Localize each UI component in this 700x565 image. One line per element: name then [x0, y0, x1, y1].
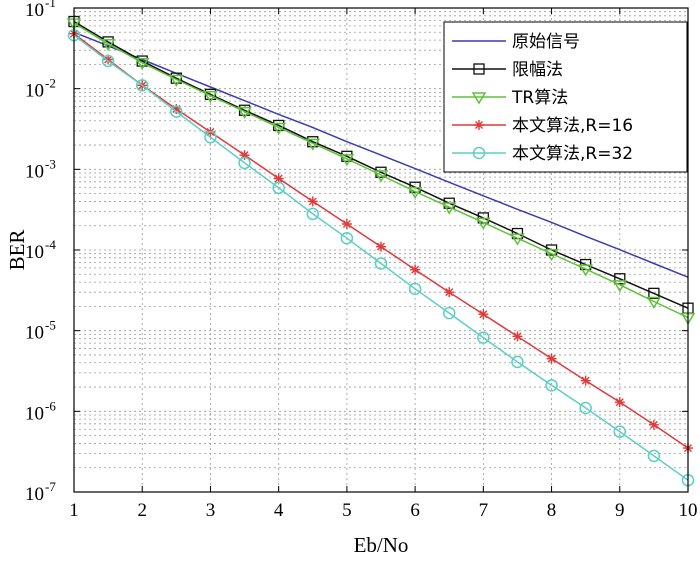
data-point	[512, 331, 523, 342]
y-tick-label: 10	[25, 242, 44, 263]
data-point	[477, 331, 490, 344]
data-point	[441, 202, 457, 215]
data-point	[579, 401, 592, 415]
x-tick-label: 1	[69, 500, 79, 521]
y-tick-label: 10	[25, 161, 44, 182]
data-point	[306, 207, 320, 221]
data-point	[170, 105, 183, 118]
data-point	[374, 257, 388, 270]
data-point	[442, 306, 456, 320]
data-point	[237, 106, 252, 120]
y-tick-label: 10	[25, 403, 44, 424]
data-point	[648, 419, 659, 430]
y-tick-exponent: -1	[45, 0, 56, 10]
data-point	[646, 296, 662, 309]
data-point	[647, 449, 661, 463]
x-tick-label: 3	[206, 500, 216, 521]
x-tick-label: 2	[137, 500, 147, 521]
data-point	[580, 375, 591, 386]
data-point	[103, 54, 114, 65]
y-tick-label: 10	[25, 81, 44, 102]
data-point	[171, 103, 182, 114]
y-tick-exponent: -5	[45, 318, 56, 333]
data-point	[373, 170, 389, 183]
legend-label: 原始信号	[512, 32, 580, 52]
x-tick-label: 9	[615, 500, 625, 521]
data-point	[578, 264, 593, 277]
data-point	[511, 355, 524, 369]
x-tick-label: 6	[410, 500, 420, 521]
data-point	[271, 122, 286, 135]
data-point	[476, 217, 491, 230]
data-point	[340, 231, 354, 245]
data-point	[408, 282, 422, 296]
series-line	[73, 34, 689, 481]
x-tick-label: 4	[274, 500, 284, 521]
legend-swatch-marker	[473, 63, 485, 75]
y-tick-exponent: -4	[45, 237, 56, 252]
data-point	[478, 309, 489, 320]
legend-label: 限幅法	[512, 60, 563, 80]
x-axis-label: Eb/No	[354, 533, 409, 557]
x-tick-label: 7	[479, 500, 489, 521]
legend-label: 本文算法,R=32	[512, 144, 633, 164]
data-point	[376, 241, 386, 252]
data-point	[510, 233, 525, 246]
data-point	[238, 156, 251, 170]
data-point	[613, 425, 627, 438]
y-tick-exponent: -2	[45, 76, 56, 91]
y-tick-label: 10	[25, 323, 44, 344]
legend-entry: 本文算法,R=16	[452, 116, 633, 136]
data-point	[239, 150, 250, 161]
legend-label: 本文算法,R=16	[512, 116, 633, 136]
y-tick-exponent: -7	[45, 479, 56, 494]
y-tick-exponent: -3	[45, 156, 56, 171]
legend-swatch-marker	[472, 146, 486, 160]
data-point	[339, 154, 355, 167]
legend-entry: TR算法	[452, 88, 568, 108]
data-point	[614, 397, 625, 408]
data-point	[169, 74, 184, 87]
data-point	[614, 273, 626, 285]
y-tick-label: 10	[25, 484, 44, 505]
data-point	[134, 57, 150, 71]
legend-swatch-marker	[471, 92, 487, 105]
data-point	[204, 130, 217, 144]
data-point	[273, 173, 284, 184]
data-point	[135, 79, 149, 92]
data-point	[341, 219, 352, 230]
x-tick-label: 8	[547, 500, 557, 521]
data-point	[307, 196, 318, 207]
data-point	[410, 264, 421, 275]
axis-ticks	[73, 7, 689, 493]
legend-label: TR算法	[511, 88, 568, 108]
legend-entry: 限幅法	[452, 60, 563, 80]
data-point	[546, 353, 557, 364]
data-point	[100, 39, 116, 52]
data-point	[544, 248, 559, 262]
legend-entry: 本文算法,R=32	[452, 144, 633, 164]
data-point	[407, 186, 423, 200]
data-point	[545, 379, 558, 392]
data-point	[272, 181, 285, 195]
y-tick-exponent: -6	[45, 398, 56, 413]
data-point	[612, 280, 628, 293]
series-3	[66, 18, 696, 326]
legend-entry: 原始信号	[452, 32, 580, 52]
x-tick-labels: 1 2 3 4 5 6 7 8 9 10	[69, 500, 697, 521]
data-point	[305, 138, 321, 151]
x-tick-label: 10	[679, 500, 698, 521]
y-tick-label: 10	[25, 0, 44, 21]
data-point	[648, 287, 660, 300]
data-point	[101, 54, 115, 68]
legend-swatch-marker	[474, 120, 484, 130]
data-point	[203, 90, 218, 104]
series-line	[73, 22, 689, 319]
data-point	[444, 287, 455, 298]
y-tick-labels: 10-710-610-510-410-310-210-1	[25, 0, 56, 505]
x-tick-label: 5	[342, 500, 352, 521]
y-axis-label: BER	[5, 230, 29, 271]
